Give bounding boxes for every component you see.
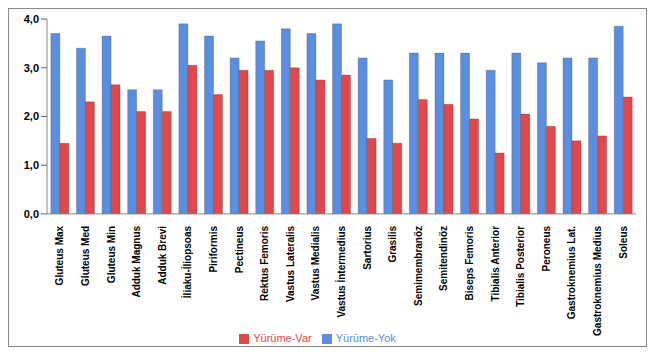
svg-text:0,0: 0,0 — [24, 208, 39, 220]
svg-text:2,0: 2,0 — [24, 110, 39, 122]
html-text:Yürüme-Var: Yürüme-Var — [253, 331, 312, 344]
svg-text:4,0: 4,0 — [24, 13, 39, 25]
svg-text:Gluteus Min: Gluteus Min — [106, 226, 117, 283]
svg-text:3,0: 3,0 — [24, 62, 39, 74]
svg-text:Grasilis: Grasilis — [387, 225, 398, 262]
svg-text:Gastroknemius Lat.: Gastroknemius Lat. — [566, 226, 577, 320]
svg-text:Vastus Lateralis: Vastus Lateralis — [285, 225, 296, 302]
html-text:Yürüme-Yok: Yürüme-Yok — [335, 331, 396, 344]
svg-text:Tibialis Posterior: Tibialis Posterior — [515, 226, 526, 307]
svg-text:Piriformis: Piriformis — [208, 225, 219, 272]
svg-text:Sartorius: Sartorius — [362, 225, 373, 269]
svg-text:Tibialis Anterior: Tibialis Anterior — [490, 226, 501, 302]
svg-text:Rektus Femoris: Rektus Femoris — [259, 225, 270, 300]
svg-text:Vastus İntermedius: Vastus İntermedius — [335, 225, 347, 317]
svg-text:Semitendinöz: Semitendinöz — [438, 226, 449, 291]
svg-text:İliaku-İliopsoas: İliaku-İliopsoas — [181, 225, 193, 298]
svg-text:Pectineus: Pectineus — [234, 225, 245, 273]
svg-text:Soleus: Soleus — [618, 225, 629, 258]
svg-text:Semimembranöz: Semimembranöz — [413, 226, 424, 306]
svg-text:1,0: 1,0 — [24, 159, 39, 171]
svg-text:Vastus Medialis: Vastus Medialis — [310, 225, 321, 300]
svg-text:Peroneus: Peroneus — [541, 225, 552, 271]
svg-text:Adduk Brevi: Adduk Brevi — [157, 226, 168, 285]
svg-text:Adduk Magnus: Adduk Magnus — [131, 225, 142, 297]
svg-text:Biseps Femoris: Biseps Femoris — [464, 225, 475, 300]
svg-text:Gastroknemius Medius: Gastroknemius Medius — [592, 225, 603, 335]
svg-text:Gluteus Med: Gluteus Med — [80, 226, 91, 286]
svg-text:Gluteus Max: Gluteus Max — [54, 225, 65, 285]
